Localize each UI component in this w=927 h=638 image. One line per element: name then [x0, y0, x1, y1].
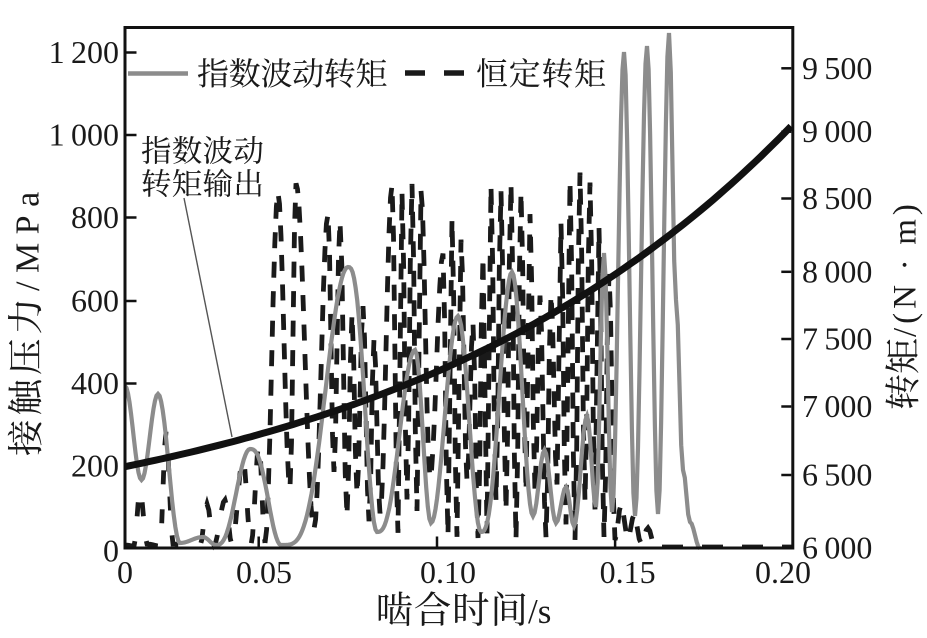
- svg-text:1 200: 1 200: [49, 34, 119, 70]
- svg-text:0.15: 0.15: [600, 554, 656, 590]
- svg-text:8 000: 8 000: [802, 253, 872, 289]
- svg-text:9 500: 9 500: [802, 50, 872, 86]
- svg-text:0: 0: [103, 533, 119, 569]
- svg-text:400: 400: [71, 365, 119, 401]
- svg-text:0: 0: [117, 554, 133, 590]
- svg-text:6 500: 6 500: [802, 457, 872, 493]
- svg-text:200: 200: [71, 448, 119, 484]
- svg-text:/MPa: /MPa: [10, 183, 47, 291]
- svg-text:7 500: 7 500: [802, 321, 872, 357]
- svg-text:6 000: 6 000: [802, 530, 872, 566]
- svg-text:9 000: 9 000: [802, 113, 872, 149]
- svg-text:8 500: 8 500: [802, 180, 872, 216]
- svg-text:800: 800: [71, 199, 119, 235]
- svg-text:0.05: 0.05: [236, 554, 292, 590]
- svg-text:0.10: 0.10: [420, 554, 476, 590]
- svg-text:/s: /s: [528, 592, 551, 631]
- svg-text:600: 600: [71, 283, 119, 319]
- svg-text:/(N · m): /(N · m): [888, 200, 924, 337]
- svg-text:1 000: 1 000: [49, 117, 119, 153]
- svg-text:7 000: 7 000: [802, 388, 872, 424]
- svg-text:0.20: 0.20: [755, 554, 811, 590]
